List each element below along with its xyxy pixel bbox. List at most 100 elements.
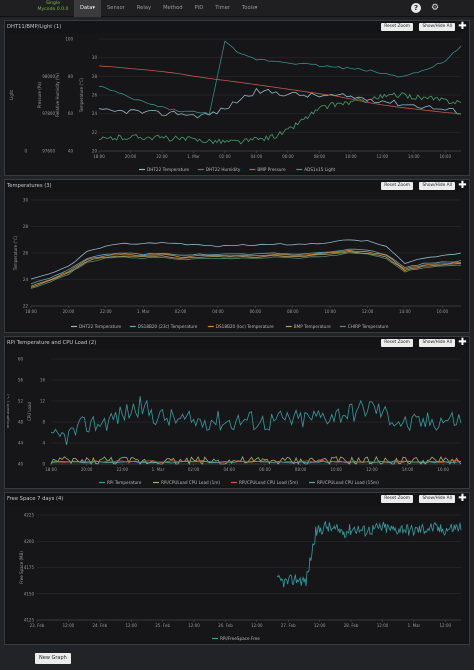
chart-area: 23. Feb 12:00 24. Feb 12:00 25. Feb 12:00 26. … [7,505,467,642]
chart-rpi-temperature-cpu[interactable]: 18:00 20:00 22:00 1. Mar 02:00 04:00 06:00 08:0… [5,349,469,488]
legend-label: ADS1x15 Light [304,167,335,172]
x-tick-label: 23. Feb [30,623,45,628]
legend-label: DHT22 Temperature [147,167,190,172]
plus-icon[interactable]: ✚ [458,180,467,191]
x-tick-label: 12:00 [362,309,374,314]
y-tick-label: 26 [92,93,98,98]
y-tick-label: 80 [68,74,74,79]
plus-icon[interactable]: ✚ [458,337,467,348]
x-tick-label: 22:00 [156,154,168,159]
x-tick-label: 1. Mar [152,467,165,472]
y-tick-label: 8 [42,420,45,425]
new-graph-button[interactable]: New Graph [35,653,71,664]
x-tick-label: 18:00 [25,309,37,314]
legend-label: BMP Temperature [294,324,331,329]
x-tick-label: 12:00 [314,623,326,628]
x-tick-label: 24. Feb [92,623,107,628]
panel-header: Temperatures (3) Reset Zoom Show/Hide Al… [5,180,469,192]
x-tick-label: 02:00 [175,309,187,314]
chart-free-space[interactable]: 23. Feb 12:00 24. Feb 12:00 25. Feb 12:00 26. … [7,505,469,644]
plus-icon[interactable]: ✚ [458,493,467,504]
x-tick-label: 10:00 [324,309,336,314]
chart-area: 18:00 20:00 22:00 1. Mar 02:00 04:00 06:00 08:0… [7,192,467,330]
panel-title: DHT11/BMP/Light (1) [7,24,62,30]
x-tick-label: 12:00 [377,623,389,628]
y-tick-label: 12 [40,399,46,404]
reset-zoom-button[interactable]: Reset Zoom [381,495,413,503]
panel-free-space: Free Space 7 days (4) Reset Zoom Show/Hi… [4,492,470,645]
y-axis-label: Temperature (°C) [13,235,18,271]
x-tick-label: 02:00 [188,467,200,472]
show-hide-all-button[interactable]: Show/Hide All [419,339,455,347]
y-tick-label: 4150 [24,591,35,596]
question-icon[interactable]: ? [411,3,421,13]
legend-label: DHT22 Humidity [206,167,241,172]
x-tick-label: 08:00 [287,309,299,314]
y-axis-label: Temperature (°C) [79,77,84,113]
x-tick-label: 12:00 [188,623,200,628]
x-tick-label: 04:00 [223,467,235,472]
chart-area: 18:00 20:00 22:00 1. Mar 02:00 04:00 06:00 08:0… [5,349,469,488]
y-tick-label: 26 [23,251,29,256]
nav-item-method[interactable]: Method [163,5,183,11]
reset-zoom-button[interactable]: Reset Zoom [381,182,413,190]
panel-temperatures: Temperatures (3) Reset Zoom Show/Hide Al… [4,179,470,333]
navbar: Single Mycodo 0.0.0 Data▾ Sensor Relay M… [0,0,474,17]
reset-zoom-button[interactable]: Reset Zoom [381,23,413,31]
y-tick-label: 97800 [42,111,55,116]
legend-label: CHIRP Temperature [348,324,389,329]
legend-label: BMP Pressure [257,167,286,172]
y-tick-label: 28 [23,224,29,229]
y-tick-label: 97600 [42,149,55,154]
panel-header: DHT11/BMP/Light (1) Reset Zoom Show/Hide… [5,21,469,33]
nav-item-pid[interactable]: PID [194,5,204,11]
nav-menu: Data▾ Sensor Relay Method PID Timer Tool… [74,0,263,17]
y-tick-label: 100 [65,37,73,42]
reset-zoom-button[interactable]: Reset Zoom [381,339,413,347]
series-line [98,92,462,145]
y-tick-label: 0 [24,149,27,154]
x-tick-label: 1. Mar [187,154,200,159]
x-tick-label: 20:00 [81,467,93,472]
gear-icon[interactable]: ⚙ [430,3,440,13]
x-tick-label: 12:00 [440,623,452,628]
show-hide-all-button[interactable]: Show/Hide All [419,495,455,503]
legend-label: DS18B20 (23c) Temperature [138,324,198,329]
y-tick-label: 30 [23,198,29,203]
nav-item-timer[interactable]: Timer [215,5,231,11]
legend-item: CHIRP Temperature [339,324,389,329]
show-hide-all-button[interactable]: Show/Hide All [419,23,455,31]
x-tick-label: 20:00 [125,154,137,159]
x-tick-label: 14:00 [399,309,411,314]
x-tick-label: 1. Mar [408,623,421,628]
y-axis-label: Light [9,90,14,100]
legend-item: DHT22 Temperature [139,167,190,172]
chart-dht-bmp-light[interactable]: 18:00 20:00 22:00 1. Mar 02:00 04:00 06:00 08:0… [7,33,469,175]
brand[interactable]: Single Mycodo 0.0.0 [30,1,76,12]
y-tick-label: 52 [18,399,24,404]
y-tick-label: 30 [92,55,98,60]
y-tick-label: 48 [18,420,24,425]
x-tick-label: 10:00 [345,154,357,159]
series-line [30,251,462,288]
x-tick-label: 12:00 [125,623,137,628]
brand-line2: Mycodo 0.0.0 [37,6,69,12]
y-tick-label: 4175 [24,565,35,570]
nav-item-relay[interactable]: Relay [136,5,152,11]
nav-item-sensor[interactable]: Sensor [107,5,125,11]
panel-dht-bmp-light: DHT11/BMP/Light (1) Reset Zoom Show/Hide… [4,20,470,176]
x-tick-label: 22:00 [117,467,129,472]
show-hide-all-button[interactable]: Show/Hide All [419,182,455,190]
legend-label: RPi/CPULoad CPU Load (1m) [161,480,220,485]
plus-icon[interactable]: ✚ [458,21,467,32]
nav-item-data[interactable]: Data▾ [74,0,101,17]
x-tick-label: 1. Mar [137,309,150,314]
chart-temperatures[interactable]: 18:00 20:00 22:00 1. Mar 02:00 04:00 06:00 08:0… [7,192,469,332]
panel-title: Free Space 7 days (4) [7,496,64,502]
legend-item: ADS1x15 Light [296,167,336,172]
x-tick-label: 16:00 [439,154,451,159]
nav-item-tools[interactable]: Tools▾ [242,5,258,11]
legend-label: RPi/CPULoad CPU Load (5m) [239,480,298,485]
x-tick-label: 04:00 [212,309,224,314]
series-line [98,65,462,115]
